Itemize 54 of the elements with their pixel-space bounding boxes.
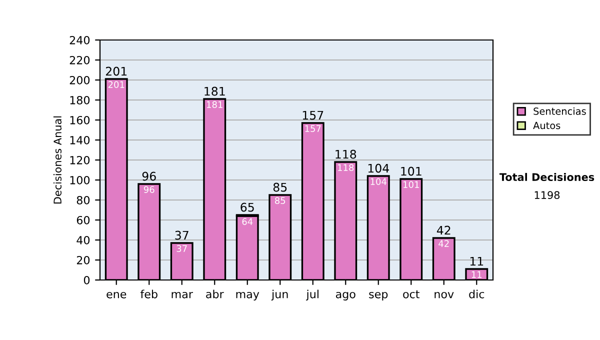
y-tick-label: 220 [70,56,90,64]
total-label: 104 [368,164,389,173]
text: 1198 [534,191,560,200]
y-axis-title: Decisiones Anual [53,116,62,204]
legend-label: Sentencias [534,107,586,115]
total-label: 37 [175,230,188,240]
x-tick-label: ago [336,292,356,300]
y-tick-label: 160 [70,116,90,124]
data-label: 85 [274,197,286,204]
total-label: 118 [336,150,356,159]
y-tick-label: 120 [70,156,90,164]
x-tick-label: jun [271,290,288,300]
total-label: 96 [142,172,156,181]
data-label: 37 [176,245,187,252]
x-tick-label: nov [434,292,454,298]
data-label: 181 [207,101,222,108]
x-tick-label: jul [306,290,318,300]
total-label: 181 [204,86,225,96]
data-label: 42 [438,240,449,247]
x-tick-label: may [236,292,260,300]
x-tick-label: feb [140,290,158,298]
y-tick-label: 40 [76,236,90,244]
data-label: 201 [108,81,124,88]
data-label: 96 [144,186,154,193]
x-tick-label: ene [106,292,126,298]
total-label: 101 [401,166,422,176]
total-label: 65 [240,202,254,212]
y-tick-label: 100 [70,176,90,184]
y-tick-label: 80 [76,196,90,204]
x-tick-label: abr [206,290,224,298]
total-label: 11 [470,256,484,266]
data-label: 157 [305,125,321,132]
total-label: 85 [273,182,287,192]
legend-label: Autos [533,122,560,130]
data-label: 11 [472,271,482,278]
y-tick-label: 200 [70,76,90,84]
y-tick-label: 180 [70,96,90,104]
x-tick-label: oct [403,290,420,298]
data-label: 104 [370,178,386,185]
text: Total Decisiones [499,172,594,182]
data-label: 118 [338,164,354,171]
y-tick-label: 240 [70,36,90,44]
data-label: 101 [404,181,419,188]
x-tick-label: mar [172,292,193,298]
total-label: 42 [436,226,450,235]
total-label: 201 [106,66,127,76]
data-label: 64 [242,218,253,225]
x-tick-label: dic [469,290,484,298]
x-tick-label: sep [369,292,388,300]
total-label: 157 [302,110,324,120]
y-tick-label: 60 [76,216,90,224]
y-tick-label: 0 [84,276,90,284]
y-tick-label: 140 [70,136,90,144]
y-tick-label: 20 [76,256,90,264]
